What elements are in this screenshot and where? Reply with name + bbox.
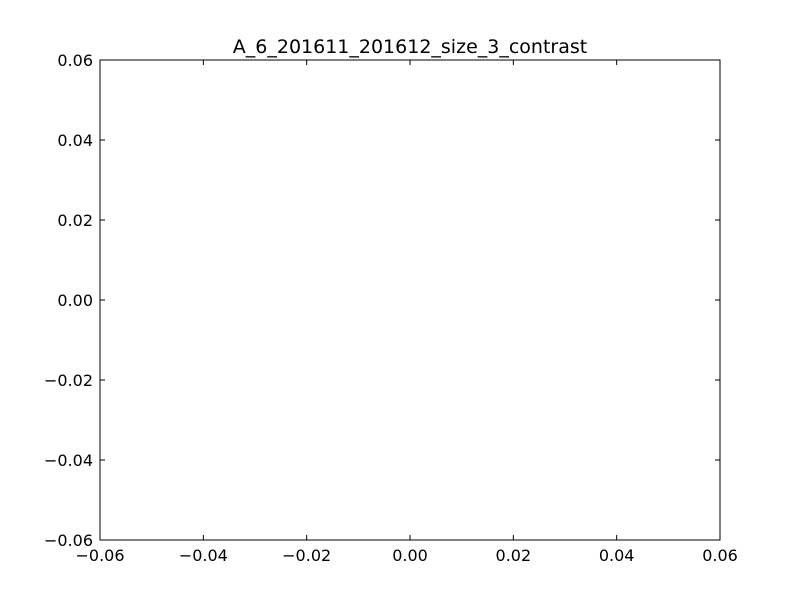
y-tick-label: −0.04: [44, 451, 93, 470]
x-tick-label: −0.04: [179, 546, 228, 565]
axis-ticks: −0.06 −0.04 −0.02 0.00 0.02 0.04 0.06 −0.06 −0.0…: [44, 51, 738, 565]
x-tick-label: −0.02: [282, 546, 331, 565]
chart-title: A_6_201611_201612_size_3_contrast: [233, 36, 587, 58]
x-tick-label: 0.06: [702, 546, 738, 565]
y-tick-label: −0.02: [44, 371, 93, 390]
x-tick-label: 0.04: [599, 546, 635, 565]
x-tick-label: −0.06: [75, 546, 124, 565]
plot-area: [99, 59, 721, 541]
y-tick-label: 0.06: [57, 51, 93, 70]
y-tick-label: −0.06: [44, 531, 93, 550]
y-tick-label: 0.02: [57, 211, 93, 230]
y-tick-label: 0.00: [57, 291, 93, 310]
y-tick-label: 0.04: [57, 131, 93, 150]
x-tick-label: 0.00: [392, 546, 428, 565]
x-tick-label: 0.02: [496, 546, 532, 565]
